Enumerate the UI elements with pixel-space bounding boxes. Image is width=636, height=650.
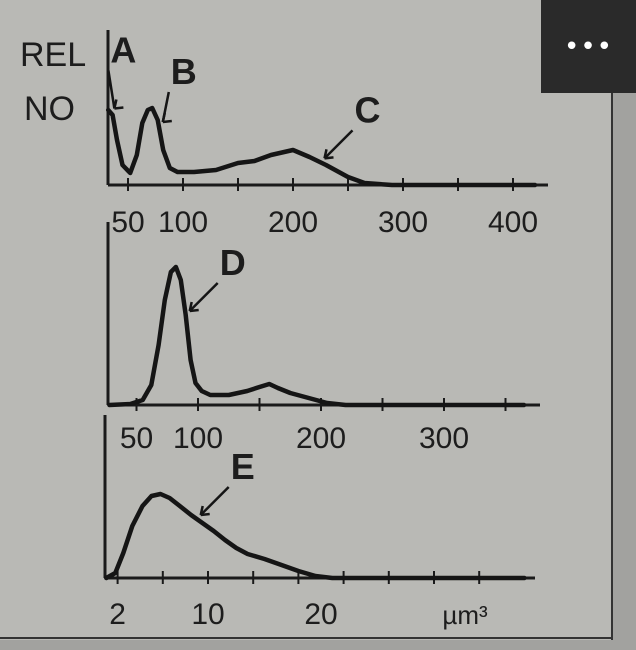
x-tick-label: 300: [378, 206, 428, 239]
x-tick-label: 2: [109, 598, 126, 631]
more-horizontal-icon: •••: [563, 31, 613, 62]
x-tick-label: 200: [296, 422, 346, 455]
annotation-label-c: C: [355, 89, 381, 130]
distribution-curve-1: [105, 105, 538, 188]
x-tick-label: 20: [304, 598, 337, 631]
x-tick-label: 200: [268, 206, 318, 239]
annotation-arrow: [323, 129, 354, 160]
x-tick-label: 300: [419, 422, 469, 455]
annotation-label-a: A: [110, 30, 136, 71]
x-tick-label: 400: [488, 206, 538, 239]
distribution-curve-3: [104, 491, 527, 581]
x-tick-label: 10: [191, 598, 224, 631]
annotation-arrow: [188, 282, 219, 312]
distribution-curve-2: [107, 264, 527, 408]
arrowhead-icon: [188, 301, 199, 313]
x-tick-label: 50: [120, 422, 153, 455]
annotation-label-b: B: [171, 51, 197, 92]
page-panel: [0, 0, 612, 640]
arrowhead-icon: [113, 99, 124, 110]
more-options-button[interactable]: •••: [541, 0, 636, 93]
annotation-arrow: [199, 486, 230, 516]
x-tick-label: 50: [111, 206, 144, 239]
x-tick-label: 100: [158, 206, 208, 239]
y-label-line-2: NO: [24, 90, 75, 128]
arrowhead-icon: [161, 112, 172, 124]
arrowhead-icon: [323, 149, 334, 160]
y-label-line-1: REL: [20, 36, 86, 74]
annotation-label-e: E: [231, 446, 255, 487]
x-axis-label: µm³: [442, 600, 488, 630]
arrowhead-icon: [199, 505, 210, 517]
annotation-label-d: D: [220, 242, 246, 283]
x-tick-label: 100: [173, 422, 223, 455]
annotation-arrow: [107, 70, 116, 109]
